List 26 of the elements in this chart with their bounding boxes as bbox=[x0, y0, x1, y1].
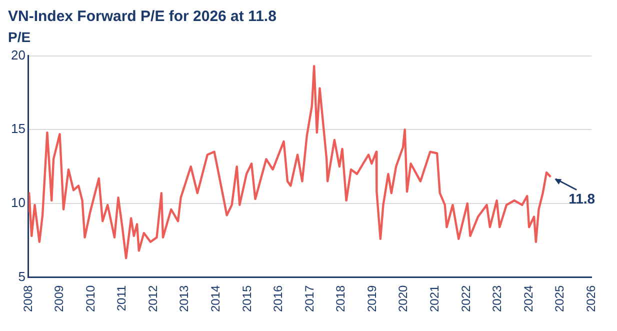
y-tick-label: 10 bbox=[10, 195, 26, 210]
x-tick-label: 2016 bbox=[271, 284, 286, 312]
x-tick-label: 2023 bbox=[490, 284, 504, 312]
x-tick-label: 2012 bbox=[146, 284, 160, 312]
x-tick-label: 2025 bbox=[552, 284, 567, 312]
x-tick-label: 2024 bbox=[521, 284, 536, 312]
x-tick-label: 2018 bbox=[334, 284, 348, 312]
x-tick-label: 2010 bbox=[83, 284, 98, 312]
x-tick-label: 2019 bbox=[364, 284, 379, 312]
annotation: 11.8 bbox=[568, 190, 596, 207]
x-tick-label: 2022 bbox=[458, 284, 473, 312]
x-tick-label: 2014 bbox=[208, 284, 222, 312]
y-axis-title: P/E bbox=[8, 29, 32, 45]
y-tick-label: 5 bbox=[18, 268, 26, 284]
x-tick-label: 2013 bbox=[177, 284, 192, 312]
x-tick-label: 2008 bbox=[20, 284, 35, 312]
x-tick-label: 2017 bbox=[302, 284, 316, 312]
chart-title: VN-Index Forward P/E for 2026 at 11.8 bbox=[8, 8, 278, 25]
x-tick-label: 2020 bbox=[396, 284, 410, 312]
x-tick-label: 2009 bbox=[52, 284, 66, 312]
x-tick-label: 2015 bbox=[240, 284, 254, 312]
y-tick-label: 15 bbox=[10, 121, 26, 136]
x-tick-label: 2011 bbox=[114, 284, 129, 312]
x-tick-label: 2026 bbox=[584, 284, 598, 312]
x-tick-label: 2021 bbox=[427, 284, 442, 312]
y-tick-label: 20 bbox=[10, 47, 26, 62]
